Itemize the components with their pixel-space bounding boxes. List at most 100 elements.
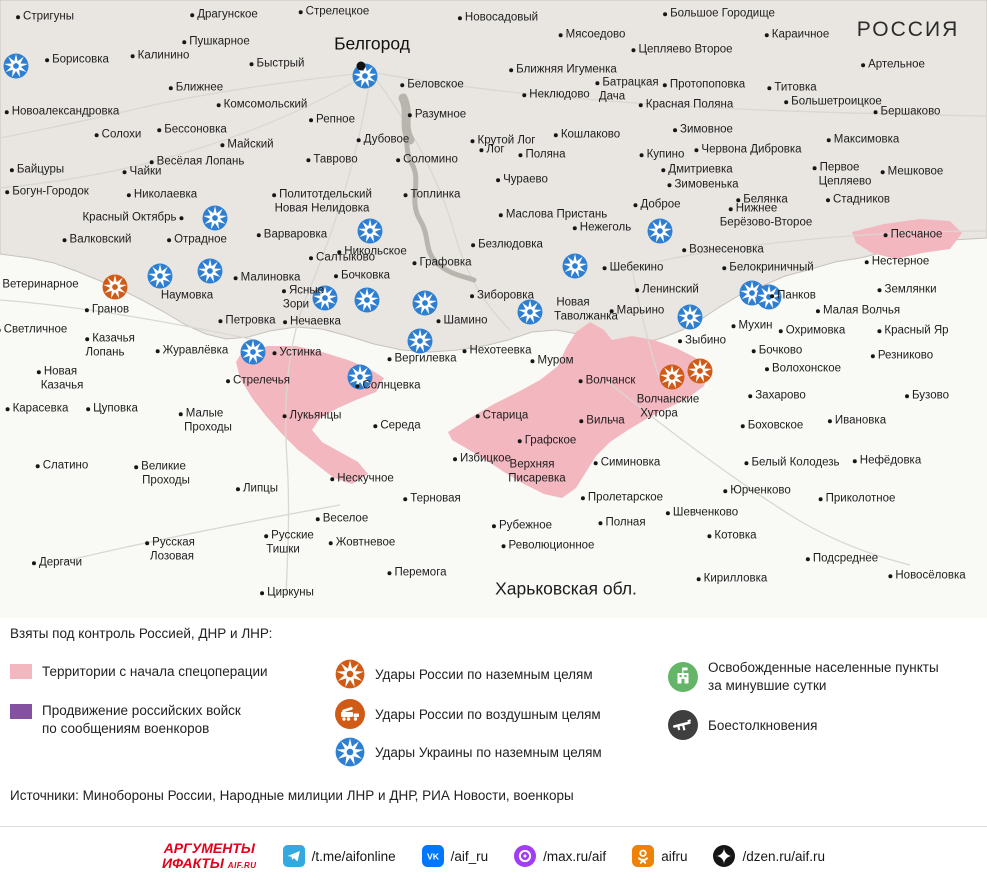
town-label: Нехотеевка [462, 345, 531, 357]
telegram-link[interactable]: /t.me/aifonline [282, 845, 396, 867]
town-dot [249, 62, 254, 66]
town-dot [308, 256, 313, 260]
town-dot [635, 288, 640, 292]
town-label: Комсомольский [216, 99, 307, 111]
town-label: Середа [373, 420, 421, 432]
town-dot [496, 178, 501, 182]
town-dot [256, 233, 261, 237]
town-labels-layer: Стригуны Драгунское Стрелецкое Новосадовый Б… [0, 6, 966, 599]
town-label: Никольское [337, 246, 407, 258]
town-label: Песчаное [883, 229, 942, 241]
legend-label-advance: Продвижение российских войск по сообщения… [42, 703, 241, 736]
town-label: Белокриничный [722, 262, 814, 274]
town-label: Солохи [94, 129, 141, 141]
town-dot [661, 168, 666, 172]
town-dot [598, 521, 603, 525]
town-dot [678, 339, 683, 343]
ukraine-strike-icon [202, 205, 228, 231]
town-label: Червона Дибровка [694, 144, 802, 156]
town-label: Нечаевка [283, 316, 341, 328]
map-canvas [0, 0, 987, 597]
town-dot [0, 328, 1, 332]
legend-item-liberated: Освобожденные населенные пункты за минувш… [668, 659, 939, 694]
town-dot [815, 309, 820, 313]
town-dot [827, 419, 832, 423]
town-dot [178, 412, 183, 416]
town-label: Охримовка [778, 325, 845, 337]
town-label: Максимовка [826, 134, 899, 146]
ukraine-strike-icon [562, 253, 588, 279]
town-label: Зиборовка [470, 290, 534, 302]
town-label: Малая Волчья [815, 305, 900, 317]
town-label: Красная Поляна [638, 99, 733, 111]
town-label: Титовка [767, 82, 817, 94]
town-dot [4, 110, 9, 114]
town-dot [770, 294, 775, 298]
dzen-link[interactable]: /dzen.ru/aif.ru [713, 845, 825, 867]
town-label: Поляна [518, 149, 566, 161]
town-label: Кирилловка [696, 573, 767, 585]
town-dot [412, 261, 417, 265]
town-dot [356, 138, 361, 142]
ukraine-strike-icon [677, 304, 703, 330]
legend-item-territory: Территории с начала спецоперации [10, 664, 268, 679]
ukraine-strike-icon [412, 290, 438, 316]
town-label: Шамино [436, 315, 488, 327]
town-label: Стрелечья [226, 375, 290, 387]
town-label: Цуповка [86, 403, 138, 415]
strike-markers-layer [3, 53, 782, 390]
town-label: Салтыково [308, 252, 375, 264]
town-dot [662, 83, 667, 87]
town-dot [744, 461, 749, 465]
town-dot [731, 324, 736, 328]
odnoklassniki-icon [632, 845, 655, 867]
town-dot [9, 168, 14, 172]
town-dot [475, 414, 480, 418]
odnoklassniki-link[interactable]: aifru [632, 845, 687, 867]
town-dot [168, 86, 173, 90]
town-label: Казачья [40, 379, 84, 392]
town-label: Отрадное [167, 234, 227, 246]
town-label: Новосадовый [457, 12, 538, 24]
sources-line: Источники: Минобороны России, Народные м… [10, 788, 574, 803]
town-label: Новая [556, 296, 590, 309]
legend-item-russia-ground-strikes: Удары России по наземным целям [335, 659, 593, 689]
town-dot [509, 68, 514, 72]
max-link[interactable]: /max.ru/aif [514, 845, 606, 867]
town-label: Берёзово-Второе [719, 216, 813, 229]
town-label: Новая Нелидовка [274, 202, 370, 215]
town-label: Графское [517, 435, 576, 447]
town-label: Нестерное [864, 256, 929, 268]
town-dot [306, 158, 311, 162]
town-dot [387, 357, 392, 361]
vk-link[interactable]: VK /aif_ru [421, 845, 488, 867]
town-label: Большетроицкое [784, 96, 882, 108]
town-label: Первое [812, 162, 859, 174]
town-label: Тишки [266, 543, 300, 556]
town-label: Проходы [184, 421, 232, 434]
legend-item-russia-air-strikes: Удары России по воздушным целям [335, 699, 601, 729]
town-dot [85, 337, 90, 341]
town-label: Журавлёвка [155, 345, 228, 357]
town-label: Репное [309, 114, 355, 126]
town-label: Липцы [235, 483, 278, 495]
town-label: Мешковое [880, 166, 943, 178]
town-label: Бузово [905, 390, 949, 402]
town-label: Новоалександровка [4, 106, 119, 118]
town-dot [94, 133, 99, 137]
town-dot [272, 193, 277, 197]
town-label: Старица [475, 410, 528, 422]
town-dot [723, 489, 728, 493]
town-label: Валковский [62, 234, 131, 246]
town-dot [579, 419, 584, 423]
town-dot [5, 190, 10, 194]
town-label: Веселое [315, 513, 368, 525]
aif-logo[interactable]: АРГУМЕНТЫ ИФАКТЫ AIF.RU [162, 840, 257, 871]
town-label: Вознесеновка [682, 244, 764, 256]
town-label: Русские [264, 530, 314, 542]
town-dot [355, 384, 360, 388]
town-label: Шебекино [602, 262, 663, 274]
town-label: Лозовая [150, 550, 194, 563]
town-label: Бессоновка [157, 124, 227, 136]
town-label: Малиновка [233, 272, 300, 284]
